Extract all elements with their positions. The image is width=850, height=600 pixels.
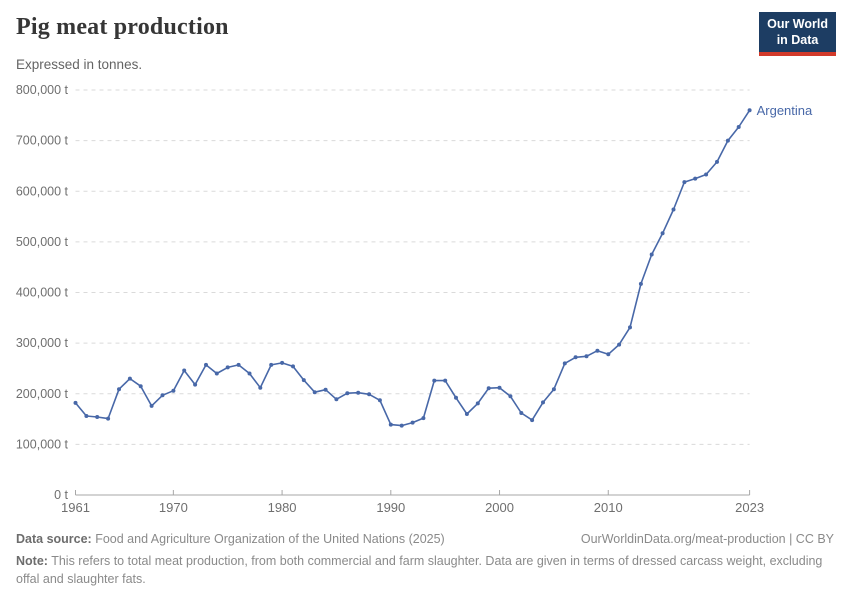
data-point[interactable] [160,393,165,398]
y-tick-label: 700,000 t [16,134,69,148]
data-point[interactable] [573,355,578,360]
data-point[interactable] [312,390,317,395]
data-point[interactable] [149,403,154,408]
data-line[interactable] [74,109,751,427]
x-tick-label: 2023 [735,500,764,515]
data-point[interactable] [182,368,187,373]
data-point[interactable] [73,400,78,405]
y-tick-label: 0 t [54,488,68,502]
data-point[interactable] [117,387,121,392]
chart-footer: Data source: Food and Agriculture Organi… [16,531,834,588]
y-tick-label: 200,000 t [16,387,69,401]
series-label[interactable]: Argentina [757,103,813,118]
data-point[interactable] [682,180,687,185]
data-point[interactable] [475,401,480,406]
y-tick-label: 600,000 t [16,184,69,198]
line-chart: 0 t 100,000 t 200,000 t 300,000 t 400,000 t 5… [16,83,813,515]
x-tick-label: 1961 [61,500,90,515]
data-point[interactable] [704,172,709,177]
data-point[interactable] [269,362,274,367]
data-point[interactable] [736,125,741,129]
data-point[interactable] [715,159,719,164]
data-point[interactable] [551,387,556,392]
data-point[interactable] [432,378,437,383]
data-point[interactable] [628,325,632,330]
x-tick-label: 1980 [268,500,297,515]
y-tick-label: 300,000 t [16,336,69,350]
data-point[interactable] [138,384,143,389]
x-tick-label: 2000 [485,500,514,515]
data-point[interactable] [247,371,252,376]
data-point[interactable] [486,386,491,391]
data-point[interactable] [258,385,263,390]
data-point[interactable] [399,423,404,428]
data-source-text: Food and Agriculture Organization of the… [91,532,445,546]
note-text: This refers to total meat production, fr… [16,553,823,586]
data-point[interactable] [280,360,285,365]
data-point[interactable] [236,362,241,367]
data-point[interactable] [562,361,567,366]
data-point[interactable] [127,376,132,381]
data-point[interactable] [377,398,382,403]
data-point[interactable] [214,371,219,376]
data-point[interactable] [204,362,208,367]
data-point[interactable] [530,418,535,423]
y-tick-label: 500,000 t [16,235,69,249]
data-source-label: Data source: [16,532,92,546]
chart-subtitle: Expressed in tonnes. [16,57,143,72]
owid-link[interactable]: OurWorldinData.org/meat-production | CC … [580,532,834,546]
data-point[interactable] [291,364,295,369]
data-point[interactable] [497,385,502,390]
data-point[interactable] [334,397,339,402]
x-tick-label: 1970 [159,500,188,515]
y-tick-label: 400,000 t [16,286,69,300]
owid-logo-line2: in Data [776,32,819,47]
page-title: Pig meat production [16,14,229,40]
data-point[interactable] [464,412,469,416]
note-label: Note: [16,553,48,568]
data-point[interactable] [617,342,622,347]
data-point[interactable] [747,108,752,113]
data-point[interactable] [106,416,111,421]
data-point[interactable] [660,231,665,236]
data-point[interactable] [508,394,513,399]
data-point[interactable] [410,420,415,425]
y-tick-label: 800,000 t [16,83,69,97]
data-point[interactable] [225,365,230,370]
data-point[interactable] [649,252,654,257]
data-source: Data source: Food and Agriculture Organi… [16,531,445,549]
data-point[interactable] [323,387,328,392]
data-point[interactable] [638,281,643,286]
data-point[interactable] [541,400,545,405]
data-point[interactable] [95,415,100,419]
data-point[interactable] [606,352,611,357]
data-point[interactable] [671,207,676,212]
data-point[interactable] [443,378,448,383]
data-point[interactable] [388,422,393,427]
data-point[interactable] [301,378,306,383]
x-tick-label: 2010 [594,500,623,515]
owid-logo[interactable]: Our World in Data [759,12,836,57]
chart-note: Note: This refers to total meat producti… [16,553,834,589]
data-point[interactable] [584,354,589,359]
x-tick-label: 1990 [376,500,405,515]
data-point[interactable] [421,416,426,421]
data-point[interactable] [345,391,350,396]
data-point[interactable] [171,388,176,393]
data-point[interactable] [193,382,198,387]
data-point[interactable] [519,411,524,415]
y-tick-label: 100,000 t [16,437,69,451]
data-point[interactable] [356,390,361,395]
data-point[interactable] [693,176,698,181]
data-point[interactable] [725,138,730,143]
owid-logo-line1: Our World [767,17,828,31]
data-point[interactable] [84,414,89,418]
data-point[interactable] [367,392,372,397]
data-point[interactable] [595,348,600,353]
data-point[interactable] [454,395,458,400]
